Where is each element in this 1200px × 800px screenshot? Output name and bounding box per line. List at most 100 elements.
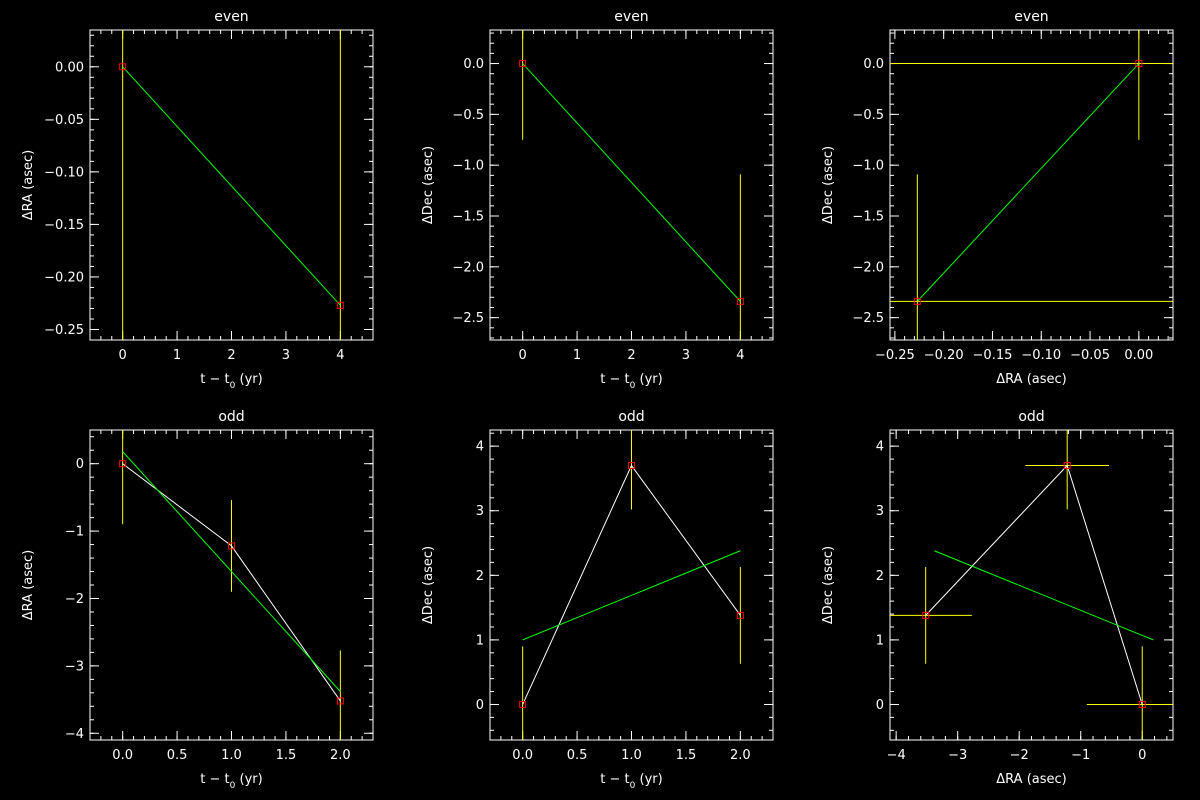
x-axis-title-unit: (yr): [635, 372, 662, 387]
y-tick-label: 0.0: [863, 57, 884, 72]
fit-line: [522, 63, 741, 302]
plot-area: [519, 430, 744, 740]
y-tick-label: −0.10: [44, 165, 84, 180]
x-axis-title-unit: (yr): [235, 772, 262, 787]
plot-area: [519, 30, 744, 340]
y-tick-label: 0: [76, 457, 84, 472]
data-point: [736, 611, 744, 619]
plot-area: [890, 430, 1173, 740]
x-tick-label: −2: [1010, 748, 1029, 763]
x-tick-label: −0.05: [1070, 348, 1110, 363]
plot-area: [890, 30, 1173, 340]
y-tick-label: −0.5: [452, 108, 484, 123]
y-tick-label: −3: [65, 659, 84, 674]
panel-even-ra-vs-t: even 0 1 2 3 4 0.00 −0.05 −0.10 −0.15 −0.20 −0.25 t …: [21, 9, 374, 391]
y-tick-label: 3: [476, 504, 484, 519]
x-tick-label: 2: [227, 348, 235, 363]
data-point: [336, 697, 344, 705]
x-axis-title-subscript: 0: [630, 781, 636, 791]
y-axis-title: ΔRA (asec): [21, 550, 36, 620]
x-tick-label: 2: [627, 348, 635, 363]
data-point: [1138, 700, 1146, 708]
fit-line: [122, 66, 341, 306]
y-tick-label: 2: [876, 569, 884, 584]
fit-line: [522, 550, 741, 641]
y-tick-label: −1.0: [452, 159, 484, 174]
x-axis-title-unit: (yr): [235, 372, 262, 387]
x-tick-label: 0.5: [567, 748, 588, 763]
x-tick-label: 0: [519, 348, 527, 363]
x-tick-label: 0.0: [512, 748, 533, 763]
y-tick-label: −1.0: [852, 159, 884, 174]
panel-title: even: [1014, 9, 1048, 25]
x-tick-label: 1.0: [621, 748, 642, 763]
y-tick-label: −0.20: [44, 270, 84, 285]
data-point: [913, 297, 921, 305]
data-point: [1135, 60, 1143, 68]
y-tick-label: −4: [65, 727, 84, 742]
x-axis-title-main: t − t: [600, 372, 629, 387]
x-axis-title-unit: (yr): [635, 772, 662, 787]
data-point: [228, 542, 235, 550]
x-axis-title-main: t − t: [200, 772, 229, 787]
plot-area: [119, 30, 344, 340]
x-tick-label: −0.25: [875, 348, 915, 363]
fit-line: [934, 550, 1154, 641]
panel-title: odd: [618, 409, 644, 425]
data-point: [922, 611, 930, 619]
x-tick-label: 0: [1138, 748, 1146, 763]
x-tick-label: 0.5: [167, 748, 188, 763]
y-tick-label: −2.0: [452, 260, 484, 275]
data-point: [736, 297, 744, 305]
x-axis-title-main: t − t: [600, 772, 629, 787]
x-tick-label: 2.0: [330, 748, 351, 763]
x-axis-title-subscript: 0: [630, 381, 636, 391]
x-tick-label: 4: [336, 348, 344, 363]
y-tick-label: 4: [476, 440, 484, 455]
x-tick-label: −1: [1071, 748, 1090, 763]
y-axis-title: ΔDec (asec): [821, 546, 836, 624]
x-tick-label: −0.20: [924, 348, 964, 363]
y-tick-label: 1: [876, 633, 884, 648]
y-tick-label: −1: [65, 525, 84, 540]
x-tick-label: 1.5: [676, 748, 697, 763]
x-axis-title: t − t0 (yr): [600, 772, 662, 791]
panel-title: odd: [1018, 409, 1044, 425]
fit-line: [122, 451, 341, 692]
data-point: [628, 462, 635, 470]
x-tick-label: 1: [573, 348, 581, 363]
y-tick-label: 1: [476, 633, 484, 648]
y-tick-label: −0.25: [44, 323, 84, 338]
plot-area: [119, 430, 344, 740]
y-tick-label: −2: [65, 592, 84, 607]
data-point: [1063, 462, 1071, 470]
x-tick-label: 1.0: [221, 748, 242, 763]
x-axis-title-subscript: 0: [230, 381, 236, 391]
x-axis-title: ΔRA (asec): [996, 772, 1066, 787]
x-tick-label: 0.0: [112, 748, 133, 763]
y-tick-label: −2.0: [852, 260, 884, 275]
panel-even-dec-vs-ra: even −0.25 −0.20 −0.15 −0.10 −0.05 0.00 0.0 −0.5…: [821, 9, 1174, 387]
y-axis-title: ΔDec (asec): [821, 146, 836, 224]
data-point: [519, 700, 527, 708]
data-point: [336, 301, 344, 309]
x-axis-title: t − t0 (yr): [200, 372, 262, 391]
y-tick-label: 3: [876, 504, 884, 519]
x-tick-label: 2.0: [730, 748, 751, 763]
x-tick-label: 3: [682, 348, 690, 363]
y-tick-label: −2.5: [452, 311, 484, 326]
x-axis-title: ΔRA (asec): [996, 372, 1066, 387]
x-axis-title: t − t0 (yr): [200, 772, 262, 791]
x-tick-label: 3: [282, 348, 290, 363]
y-tick-label: −0.5: [852, 108, 884, 123]
y-tick-label: 4: [876, 440, 884, 455]
y-tick-label: −1.5: [452, 210, 484, 225]
x-tick-label: −4: [887, 748, 906, 763]
x-tick-label: 1.5: [276, 748, 297, 763]
x-tick-label: −0.10: [1021, 348, 1061, 363]
x-axis-title: t − t0 (yr): [600, 372, 662, 391]
